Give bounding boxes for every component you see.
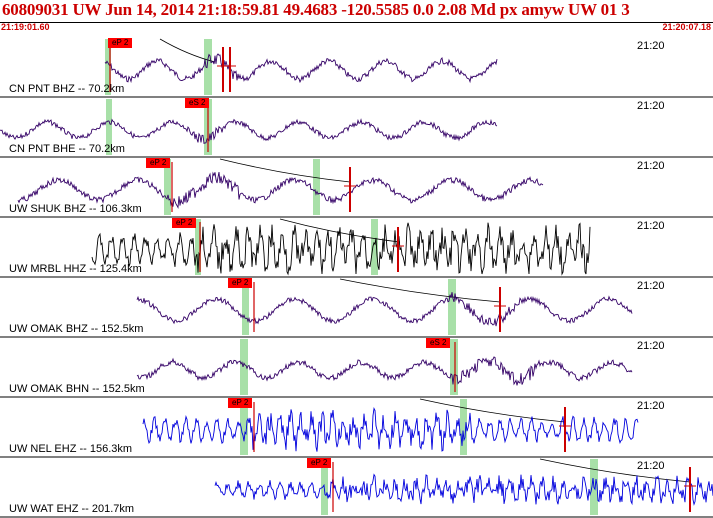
- pick-window: [240, 339, 248, 395]
- phase-pick-tag[interactable]: eP 2: [228, 398, 253, 408]
- station-label: CN PNT BHE -- 70.2km: [9, 143, 125, 155]
- station-label: UW SHUK BHZ -- 106.3km: [9, 203, 142, 215]
- event-title: 60809031 UW Jun 14, 2014 21:18:59.81 49.…: [2, 0, 630, 19]
- waveform-trace: [104, 53, 498, 84]
- phase-pick-tag[interactable]: eS 2: [185, 98, 210, 108]
- pick-window: [371, 219, 378, 275]
- station-label: CN PNT BHZ -- 70.2km: [9, 83, 125, 95]
- station-label: UW OMAK BHZ -- 152.5km: [9, 323, 144, 335]
- station-label: UW WAT EHZ -- 201.7km: [9, 503, 135, 515]
- waveform-trace: [17, 171, 544, 210]
- phase-pick-tag[interactable]: eP 2: [307, 458, 332, 468]
- station-label: UW OMAK BHN -- 152.5km: [9, 383, 145, 395]
- pick-window: [460, 399, 467, 455]
- event-header: 60809031 UW Jun 14, 2014 21:18:59.81 49.…: [0, 0, 713, 23]
- trace-time-label: 21:20: [637, 280, 665, 292]
- trace-time-label: 21:20: [637, 160, 665, 172]
- travel-time-curve: [219, 158, 351, 183]
- station-label: UW MRBL HHZ -- 125.4km: [9, 263, 142, 275]
- pick-window: [204, 39, 212, 95]
- phase-pick-tag[interactable]: eS 2: [426, 338, 451, 348]
- phase-pick-tag[interactable]: eP 2: [108, 38, 133, 48]
- trace-time-label: 21:20: [637, 400, 665, 412]
- trace-time-label: 21:20: [637, 40, 665, 52]
- pick-window: [313, 159, 320, 215]
- travel-time-curve: [339, 278, 501, 303]
- window-end-time: 21:20:07.18: [662, 22, 711, 32]
- pick-window: [240, 399, 248, 455]
- waveform-trace: [136, 292, 633, 327]
- phase-pick-tag[interactable]: eP 2: [146, 158, 171, 168]
- trace-time-label: 21:20: [637, 220, 665, 232]
- pick-window: [448, 279, 456, 335]
- station-label: UW NEL EHZ -- 156.3km: [9, 443, 133, 455]
- pick-window: [106, 99, 112, 155]
- window-start-time: 21:19:01.60: [1, 22, 50, 32]
- waveform-trace: [91, 222, 591, 276]
- pick-window: [242, 279, 249, 335]
- pick-window: [450, 339, 458, 395]
- waveform-trace: [142, 407, 639, 452]
- trace-time-label: 21:20: [637, 340, 665, 352]
- pick-window: [195, 219, 201, 275]
- pick-window: [164, 159, 171, 215]
- trace-time-label: 21:20: [637, 460, 665, 472]
- trace-time-label: 21:20: [637, 100, 665, 112]
- phase-pick-tag[interactable]: eP 2: [228, 278, 253, 288]
- pick-window: [105, 39, 111, 95]
- phase-pick-tag[interactable]: eP 2: [172, 218, 197, 228]
- waveform-trace: [0, 118, 498, 145]
- travel-time-curve: [419, 398, 566, 423]
- travel-time-curve: [539, 458, 691, 483]
- waveform-trace: [136, 356, 633, 386]
- waveform-trace: [214, 473, 713, 506]
